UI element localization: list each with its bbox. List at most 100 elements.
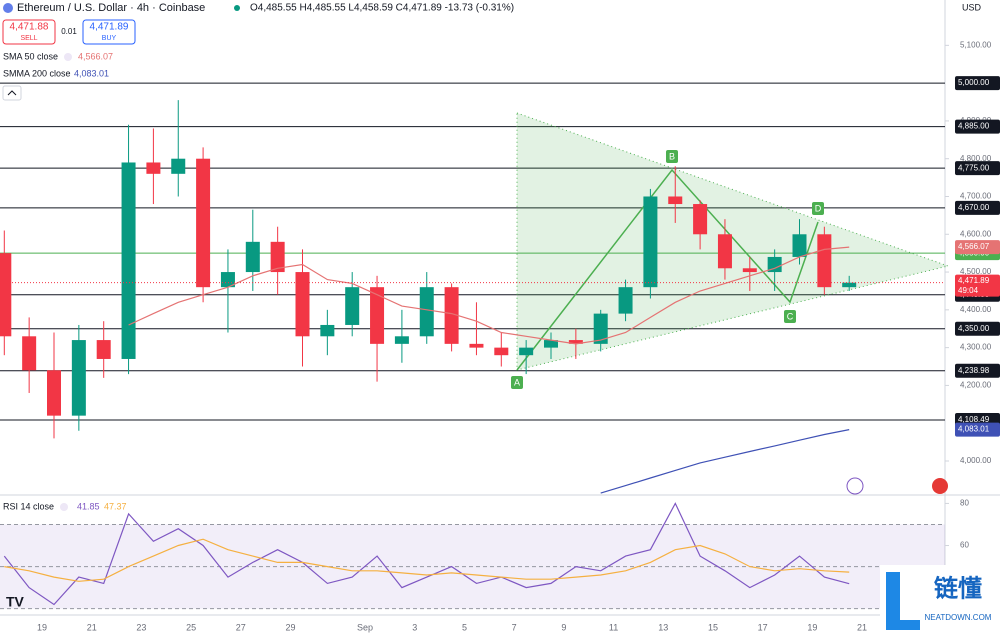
y-tick-label: 60	[960, 541, 969, 550]
sell-button[interactable]	[2, 19, 56, 45]
x-tick-label: 19	[37, 622, 47, 632]
x-tick-label: 29	[285, 622, 295, 632]
pattern-label: A	[514, 377, 520, 387]
pattern-label: B	[669, 151, 675, 161]
candle-body	[693, 204, 708, 235]
pattern-labels: A B C D	[511, 150, 824, 389]
candle-body	[618, 287, 633, 314]
candle-body	[593, 313, 608, 344]
currency[interactable]: USD	[962, 2, 982, 12]
level-tag	[955, 119, 1000, 134]
x-tick-label: 17	[758, 622, 768, 632]
flag-icon[interactable]	[932, 478, 948, 494]
x-tick-label: 27	[236, 622, 246, 632]
candle-body	[519, 347, 534, 356]
y-tick-label: 4,200.00	[960, 381, 992, 390]
y-tick-label: 4,700.00	[960, 192, 992, 201]
legend-name: SMMA 200 close	[3, 68, 71, 78]
level-label: 4,350.00	[958, 324, 990, 333]
x-tick-label: 5	[462, 622, 467, 632]
candle-body	[494, 347, 509, 356]
buy-button[interactable]	[82, 19, 136, 45]
ohlc: O4,485.55 H4,485.55 L4,458.59 C4,471.89 …	[250, 3, 514, 14]
label-box	[812, 202, 824, 215]
candle-body	[22, 336, 37, 371]
price-tag-label: 4,471.89	[958, 276, 990, 285]
triangle-pattern	[516, 112, 950, 371]
level-label: 5,000.00	[958, 78, 990, 87]
candle-body	[767, 256, 782, 273]
candle-body	[295, 272, 310, 337]
x-tick-label: Sep	[357, 622, 373, 632]
candle-body	[717, 234, 732, 269]
level-tag	[955, 200, 1000, 215]
level-label: 4,238.98	[958, 366, 990, 375]
sell-price: 4,471.88	[10, 22, 49, 33]
candle-body	[419, 287, 434, 337]
candle-body	[47, 370, 61, 416]
x-tick-label: 25	[186, 622, 196, 632]
candle-body	[544, 340, 558, 348]
level-tag	[955, 161, 1000, 176]
collapse-button[interactable]	[2, 85, 22, 101]
legend-name: SMA 50 close	[3, 51, 58, 61]
spread: 0.01	[61, 27, 77, 36]
y-tick-label: 4,400.00	[960, 305, 992, 314]
x-tick-label: 21	[87, 622, 97, 632]
label-box	[666, 150, 678, 163]
candle-body	[370, 287, 385, 344]
sell-label: SELL	[20, 35, 37, 42]
candle-body	[817, 234, 832, 288]
candle-body	[792, 234, 807, 257]
price-tag	[955, 274, 1000, 297]
candle-body	[146, 162, 161, 174]
candle-body	[270, 241, 285, 273]
watermark-site: NEATDOWN.COM	[925, 613, 992, 622]
candle-body	[121, 162, 136, 359]
level-tag	[955, 321, 1000, 336]
symbol-title[interactable]: Ethereum / U.S. Dollar · 4h · Coinbase	[17, 2, 205, 14]
x-tick-label: 3	[412, 622, 417, 632]
candle-body	[71, 340, 86, 416]
x-tick-label: 7	[512, 622, 517, 632]
pattern-label: D	[815, 203, 822, 213]
rsi-title: RSI 14 close	[3, 501, 54, 511]
countdown: 49:04	[958, 286, 979, 295]
y-tick-label: 4,800.00	[960, 154, 992, 163]
legend-value: 4,083.01	[74, 68, 109, 78]
y-tick-label: 5,100.00	[960, 40, 992, 49]
x-tick-label: 13	[658, 622, 668, 632]
market-status	[234, 5, 240, 11]
label-box	[511, 376, 523, 389]
level-label: 4,775.00	[958, 163, 990, 172]
candle-body	[320, 324, 335, 337]
pattern-label: C	[787, 311, 794, 321]
candle-body	[171, 158, 186, 174]
series-tag	[955, 240, 1000, 255]
candle-body	[0, 253, 12, 337]
legend-icon	[64, 53, 72, 61]
coin-icon	[3, 3, 13, 13]
legend-value: 47.37	[104, 501, 127, 511]
x-tick-label: 23	[136, 622, 146, 632]
y-tick-label: 4,300.00	[960, 343, 992, 352]
candle-body	[345, 287, 360, 325]
series-tag	[955, 422, 1000, 437]
buy-label: BUY	[102, 35, 117, 42]
watermark-logo	[886, 572, 920, 630]
candle-body	[742, 268, 757, 273]
series-tag-label: 4,566.07	[958, 242, 990, 251]
series-line	[4, 538, 850, 582]
candle-body	[668, 196, 683, 205]
tv-logo: TV	[6, 594, 25, 610]
candle-body	[394, 336, 409, 344]
series-line	[3, 502, 850, 606]
label-box	[784, 310, 796, 323]
candle-body	[196, 158, 211, 288]
level-tag	[955, 76, 1000, 91]
replay-icon[interactable]	[846, 477, 864, 495]
candle-body	[245, 241, 260, 273]
candle-body	[568, 340, 583, 344]
